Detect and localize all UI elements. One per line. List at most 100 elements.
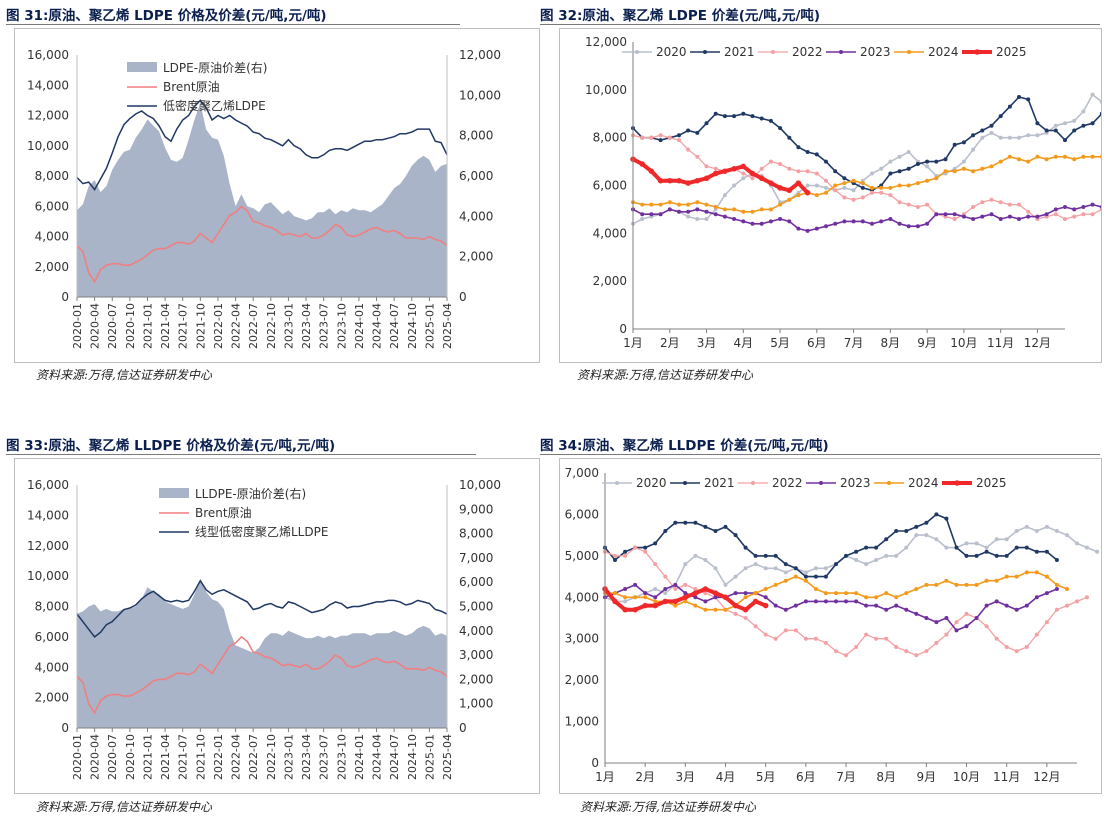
series-marker: [989, 123, 994, 128]
series-marker: [753, 624, 758, 629]
series-marker: [934, 512, 939, 517]
series-marker: [633, 595, 638, 600]
x-tick-label: 2021-01: [141, 734, 154, 780]
series-marker: [683, 520, 688, 525]
series-marker: [713, 529, 718, 533]
series-marker: [762, 602, 769, 609]
series-marker: [823, 566, 828, 571]
series-marker: [1053, 212, 1058, 217]
y-left-tick-label: 16,000: [27, 478, 69, 492]
series-marker: [1044, 574, 1049, 579]
series-marker: [1034, 595, 1039, 600]
x-tick-label: 6月: [796, 770, 816, 784]
series-marker: [667, 135, 672, 140]
series-marker: [1063, 138, 1067, 143]
series-marker: [773, 636, 778, 641]
series-marker: [851, 219, 856, 224]
series-marker: [824, 190, 828, 195]
series-marker: [864, 562, 869, 567]
x-tick-label: 2024-07: [388, 303, 401, 349]
series-marker: [854, 558, 859, 562]
series-marker: [732, 602, 739, 609]
series-marker: [1053, 128, 1058, 133]
series-marker: [663, 587, 668, 591]
figure-34-source: 资料来源:万得,信达证券研发中心: [580, 800, 756, 814]
series-marker: [653, 599, 658, 604]
series-marker: [1072, 118, 1077, 123]
series-marker: [643, 549, 648, 554]
series-marker: [613, 553, 617, 558]
series-marker: [750, 209, 755, 214]
series-marker: [667, 177, 673, 184]
y-right-tick-label: 0: [459, 290, 467, 304]
series-marker: [1063, 217, 1067, 221]
y-tick-label: 2,000: [593, 274, 627, 288]
series-marker: [934, 537, 939, 542]
series-marker: [1004, 537, 1009, 542]
series-marker: [763, 632, 768, 637]
series-marker: [805, 150, 810, 154]
series-marker: [814, 193, 819, 198]
series-marker: [834, 599, 838, 604]
series-marker: [906, 166, 911, 171]
series-marker: [1063, 205, 1067, 209]
x-tick-label: 9月: [917, 770, 937, 784]
series-marker: [813, 566, 818, 571]
series-marker: [897, 183, 902, 188]
series-marker: [677, 209, 681, 214]
series-marker: [1007, 135, 1012, 140]
x-tick-label: 2020-07: [106, 734, 119, 780]
series-marker: [994, 636, 999, 641]
series-marker: [1035, 154, 1040, 159]
series-marker: [879, 219, 884, 224]
series-marker: [732, 207, 737, 212]
x-tick-label: 2022-10: [265, 734, 278, 780]
series-marker: [813, 574, 818, 579]
series-marker: [984, 549, 989, 554]
series-marker: [834, 649, 838, 654]
series-marker: [1026, 133, 1031, 138]
series-marker: [952, 142, 957, 147]
series-marker: [783, 628, 788, 633]
y-left-tick-label: 0: [61, 721, 69, 735]
x-tick-label: 6月: [807, 336, 827, 350]
series-marker: [842, 195, 847, 200]
series-marker: [683, 599, 688, 604]
series-marker: [944, 578, 949, 583]
figure-32-rule: [540, 24, 1100, 25]
chart-32: 0 2,000 4,000 6,000 8,000 10,000 12,000 1月 2月 3月 4…: [585, 35, 1107, 350]
series-marker: [663, 574, 668, 579]
series-marker: [994, 553, 999, 558]
y-left-tick-label: 2,000: [35, 691, 69, 705]
series-marker: [804, 189, 811, 196]
series-marker: [686, 128, 691, 133]
series-marker: [741, 209, 746, 214]
x-tick-label: 2023-10: [335, 303, 348, 349]
y-right-tick-label: 8,000: [459, 527, 493, 541]
x-tick-label: 2023-04: [300, 303, 313, 349]
series-marker: [658, 138, 663, 143]
series-marker: [964, 541, 969, 546]
x-tick-label: 8月: [881, 336, 901, 350]
series-marker: [971, 147, 976, 152]
x-tick-label: 2024-04: [371, 303, 384, 349]
series-marker: [971, 205, 976, 209]
series-marker: [768, 159, 773, 164]
figure-31-rule: [6, 24, 460, 25]
y-right-tick-label: 3,000: [459, 648, 493, 662]
series-marker: [768, 118, 773, 123]
series-marker: [783, 562, 788, 567]
series-marker: [741, 219, 746, 224]
series-marker: [683, 591, 688, 596]
series-marker: [693, 587, 698, 591]
series-marker: [1085, 545, 1089, 550]
series-marker: [824, 224, 828, 229]
y-right-tick-label: 2,000: [459, 672, 493, 686]
y-left-tick-label: 16,000: [27, 48, 69, 62]
series-marker: [1099, 205, 1104, 209]
series-marker: [964, 611, 969, 616]
series-marker: [743, 566, 748, 571]
series-marker: [759, 116, 764, 121]
y-left-tick-label: 14,000: [27, 508, 69, 522]
legend-marker: [771, 50, 775, 54]
